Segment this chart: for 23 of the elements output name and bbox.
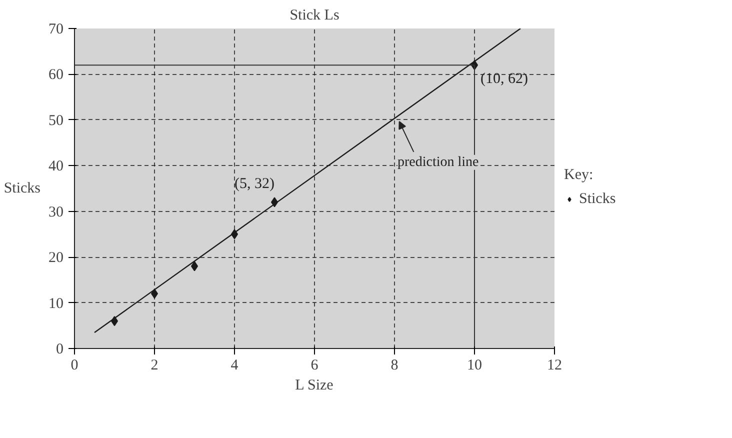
annotation: prediction line: [398, 154, 479, 170]
x-tick-label: 4: [230, 358, 239, 374]
x-tick-label: 6: [310, 358, 319, 374]
x-axis-title: L Size: [295, 378, 334, 394]
y-tick-label: 70: [48, 22, 64, 38]
legend-title: Key:: [564, 167, 594, 184]
chart-title: Stick Ls: [290, 8, 340, 24]
y-tick-label: 30: [48, 204, 64, 220]
legend-label: Sticks: [579, 190, 616, 208]
y-tick-label: 40: [48, 158, 64, 175]
y-tick-label: 50: [48, 112, 64, 129]
annotation: (10, 62): [480, 71, 528, 88]
annotation: (5, 32): [234, 176, 274, 192]
x-tick-label: 2: [150, 358, 158, 374]
y-tick-label: 0: [56, 342, 64, 358]
x-tick-label: 8: [390, 358, 398, 374]
y-axis-title: Sticks: [4, 180, 41, 196]
x-tick-label: 12: [547, 358, 562, 374]
x-tick-label: 10: [467, 358, 482, 374]
x-tick-label: 0: [70, 358, 78, 374]
y-tick-label: 10: [48, 296, 64, 312]
y-tick-label: 60: [48, 67, 64, 84]
y-tick-label: 20: [48, 250, 64, 266]
